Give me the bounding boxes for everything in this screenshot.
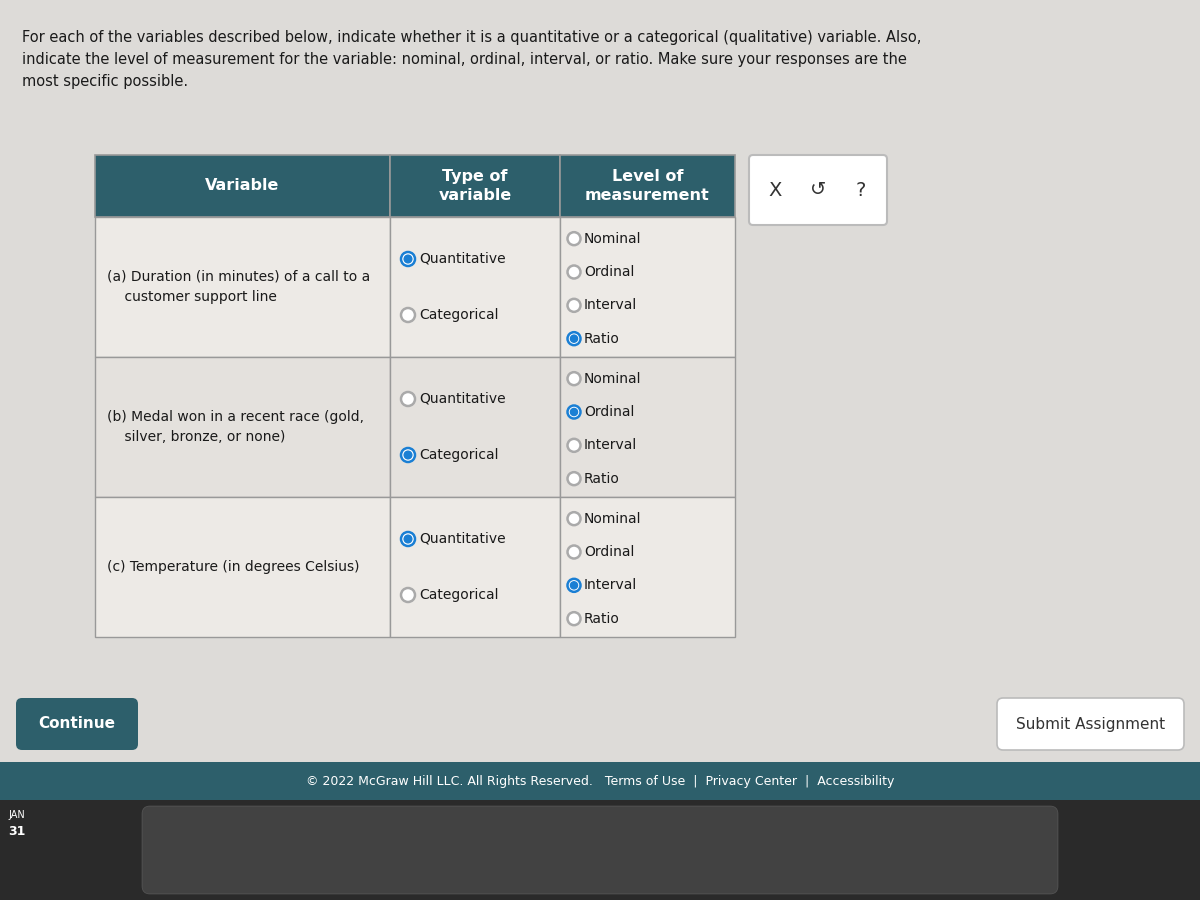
- Bar: [95, 217, 390, 357]
- FancyBboxPatch shape: [749, 155, 887, 225]
- Circle shape: [568, 266, 581, 278]
- Circle shape: [401, 448, 415, 462]
- Text: Categorical: Categorical: [419, 588, 498, 602]
- Text: Quantitative: Quantitative: [419, 532, 505, 546]
- Circle shape: [401, 308, 415, 322]
- Text: Continue: Continue: [38, 716, 115, 732]
- Text: (b) Medal won in a recent race (gold,
    silver, bronze, or none): (b) Medal won in a recent race (gold, si…: [107, 410, 364, 445]
- Bar: [560, 497, 734, 637]
- Text: Interval: Interval: [584, 298, 637, 312]
- Text: Ratio: Ratio: [584, 332, 620, 346]
- Bar: [390, 357, 560, 497]
- Text: X: X: [768, 181, 781, 200]
- Text: Ordinal: Ordinal: [584, 545, 635, 559]
- Circle shape: [568, 299, 581, 311]
- Bar: [390, 497, 560, 637]
- Text: 31: 31: [8, 825, 25, 838]
- Circle shape: [568, 472, 581, 485]
- Text: Quantitative: Quantitative: [419, 392, 505, 406]
- Bar: [95, 155, 390, 217]
- Text: Quantitative: Quantitative: [419, 252, 505, 266]
- FancyBboxPatch shape: [142, 806, 1058, 894]
- Text: Categorical: Categorical: [419, 308, 498, 322]
- Text: Ordinal: Ordinal: [584, 405, 635, 419]
- Text: (a) Duration (in minutes) of a call to a
    customer support line: (a) Duration (in minutes) of a call to a…: [107, 270, 371, 304]
- Circle shape: [568, 512, 581, 526]
- Circle shape: [568, 232, 581, 245]
- Circle shape: [570, 409, 577, 416]
- Circle shape: [401, 588, 415, 602]
- Bar: [390, 217, 560, 357]
- Circle shape: [568, 406, 581, 419]
- Circle shape: [401, 392, 415, 406]
- Text: Type of
variable: Type of variable: [438, 168, 511, 203]
- Circle shape: [570, 581, 577, 589]
- Text: JAN: JAN: [8, 810, 25, 820]
- Circle shape: [568, 579, 581, 592]
- Circle shape: [568, 373, 581, 385]
- FancyBboxPatch shape: [16, 698, 138, 750]
- Text: Level of
measurement: Level of measurement: [586, 168, 710, 203]
- FancyBboxPatch shape: [997, 698, 1184, 750]
- Text: Nominal: Nominal: [584, 231, 642, 246]
- Bar: [0, 762, 1200, 800]
- Text: For each of the variables described below, indicate whether it is a quantitative: For each of the variables described belo…: [22, 30, 922, 45]
- Text: Categorical: Categorical: [419, 448, 498, 462]
- Bar: [560, 155, 734, 217]
- Bar: [0, 800, 1200, 900]
- Text: Ordinal: Ordinal: [584, 265, 635, 279]
- Circle shape: [401, 252, 415, 266]
- Bar: [560, 357, 734, 497]
- Circle shape: [401, 532, 415, 546]
- Text: ?: ?: [856, 181, 866, 200]
- Text: most specific possible.: most specific possible.: [22, 74, 188, 89]
- Circle shape: [568, 612, 581, 625]
- Text: © 2022 McGraw Hill LLC. All Rights Reserved.   Terms of Use  |  Privacy Center  : © 2022 McGraw Hill LLC. All Rights Reser…: [306, 775, 894, 788]
- Bar: [560, 217, 734, 357]
- Circle shape: [568, 332, 581, 346]
- Bar: [390, 155, 560, 217]
- Text: Variable: Variable: [205, 178, 280, 194]
- Bar: [95, 497, 390, 637]
- Circle shape: [404, 536, 412, 543]
- Text: Submit Assignment: Submit Assignment: [1016, 716, 1165, 732]
- Text: Ratio: Ratio: [584, 472, 620, 486]
- Text: (c) Temperature (in degrees Celsius): (c) Temperature (in degrees Celsius): [107, 560, 360, 574]
- Text: Interval: Interval: [584, 438, 637, 453]
- Text: Interval: Interval: [584, 579, 637, 592]
- Text: indicate the level of measurement for the variable: nominal, ordinal, interval, : indicate the level of measurement for th…: [22, 52, 907, 67]
- Text: ↺: ↺: [810, 181, 826, 200]
- Text: Nominal: Nominal: [584, 372, 642, 386]
- Circle shape: [570, 335, 577, 342]
- Text: Ratio: Ratio: [584, 612, 620, 625]
- Bar: [95, 357, 390, 497]
- Circle shape: [568, 439, 581, 452]
- Circle shape: [404, 256, 412, 263]
- Text: Nominal: Nominal: [584, 512, 642, 526]
- Circle shape: [404, 451, 412, 459]
- Circle shape: [568, 545, 581, 559]
